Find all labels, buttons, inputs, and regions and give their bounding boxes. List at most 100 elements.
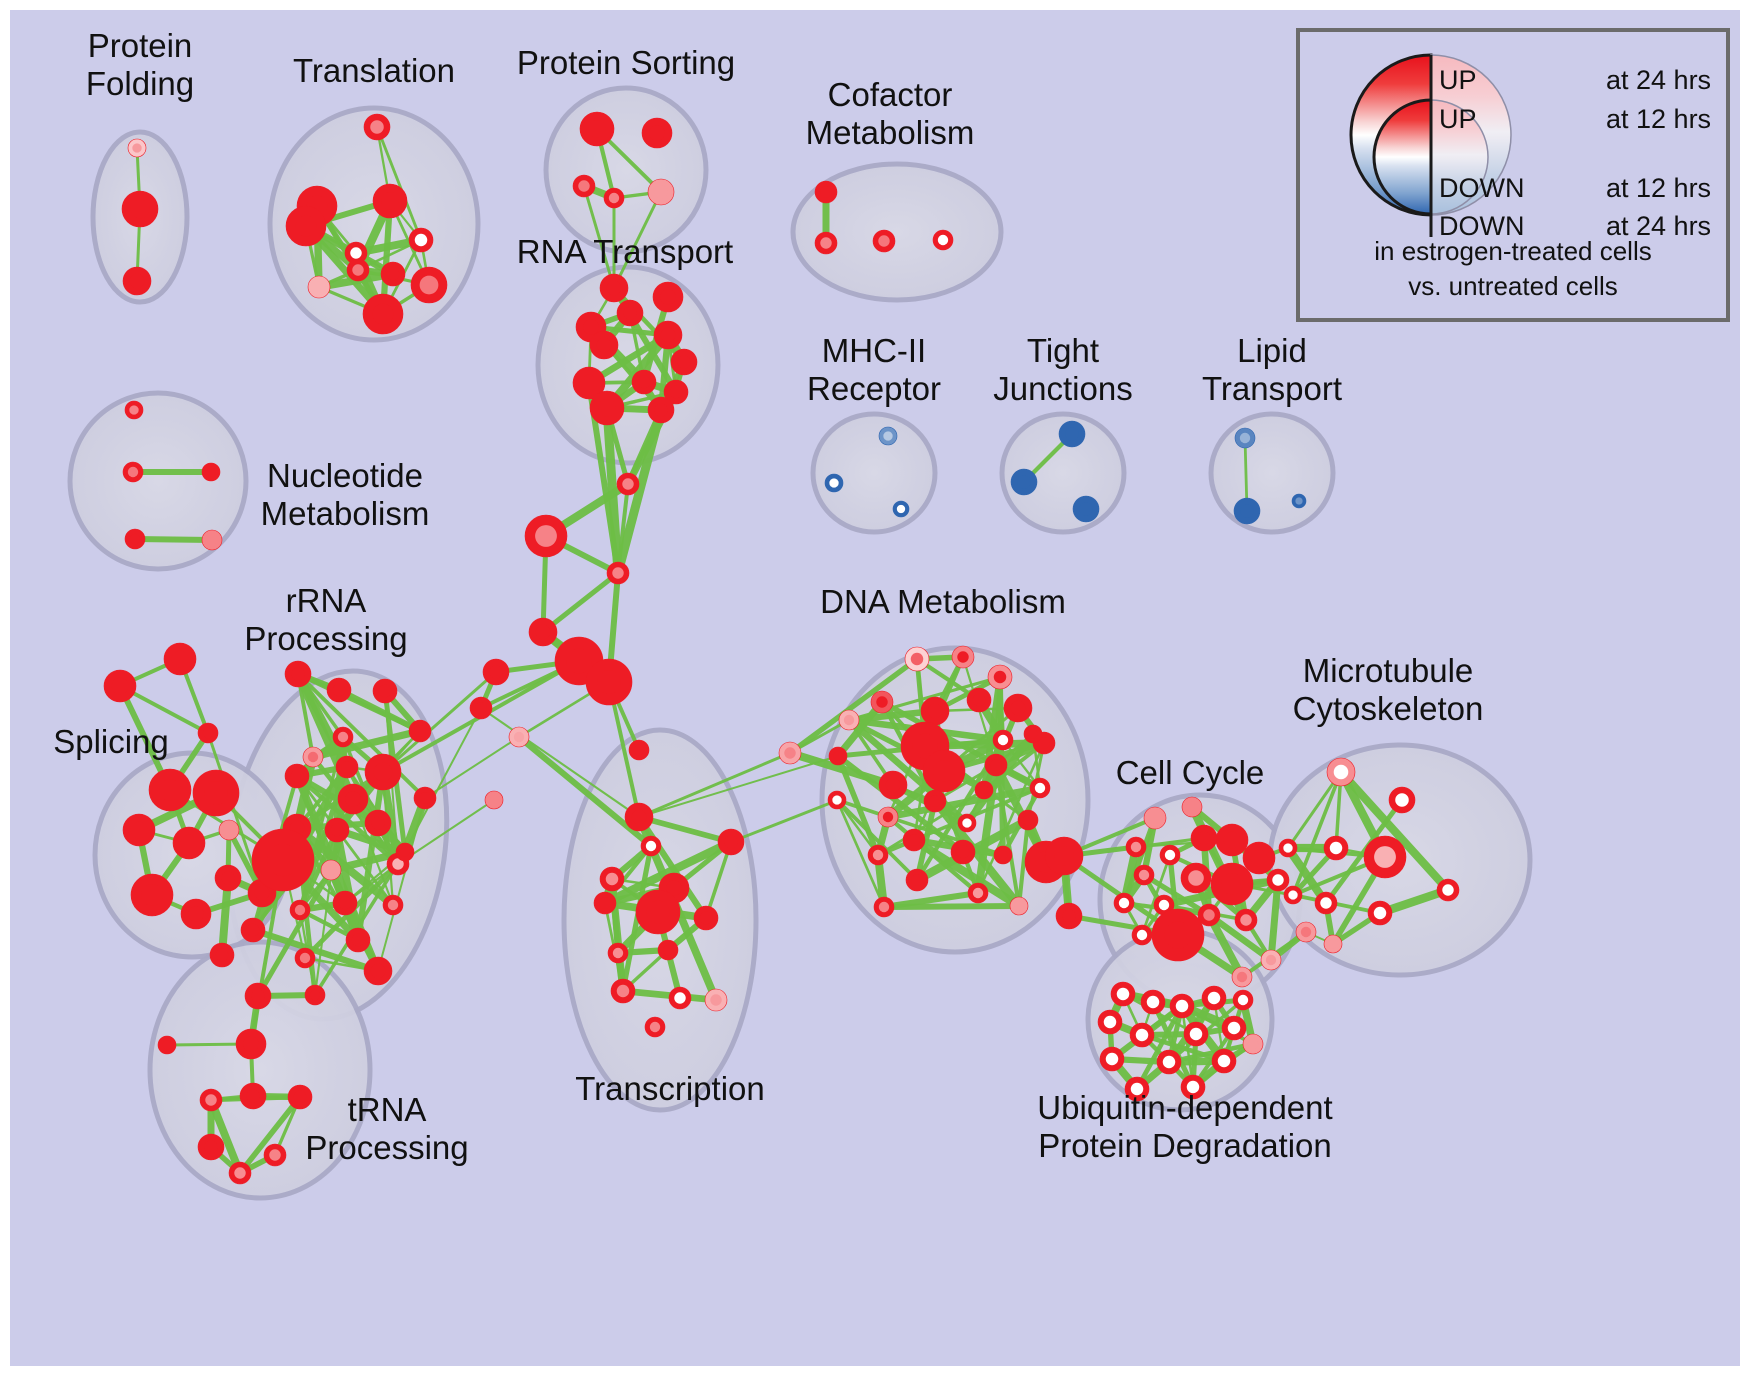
network-node[interactable]: [1044, 836, 1084, 876]
network-node[interactable]: [372, 183, 408, 219]
network-node[interactable]: [364, 809, 392, 837]
network-node[interactable]: [484, 790, 504, 810]
network-node[interactable]: [372, 678, 398, 704]
network-node[interactable]: [395, 842, 415, 862]
network-node[interactable]: [631, 369, 657, 395]
network-node[interactable]: [244, 982, 272, 1010]
network-node[interactable]: [704, 988, 728, 1012]
network-node[interactable]: [524, 514, 568, 558]
network-node[interactable]: [127, 138, 147, 158]
network-node[interactable]: [1159, 844, 1181, 866]
network-node[interactable]: [1180, 1074, 1206, 1100]
network-node[interactable]: [1131, 924, 1153, 946]
network-node[interactable]: [966, 687, 992, 713]
network-node[interactable]: [1266, 868, 1290, 892]
network-node[interactable]: [579, 111, 615, 147]
network-node[interactable]: [1143, 806, 1167, 830]
network-node[interactable]: [1003, 693, 1033, 723]
network-node[interactable]: [693, 905, 719, 931]
network-node[interactable]: [1323, 835, 1349, 861]
network-node[interactable]: [951, 645, 975, 669]
network-node[interactable]: [180, 898, 212, 930]
network-node[interactable]: [870, 690, 894, 714]
network-node[interactable]: [307, 275, 331, 299]
network-node[interactable]: [122, 266, 152, 296]
network-node[interactable]: [302, 746, 324, 768]
network-node[interactable]: [585, 658, 633, 706]
network-node[interactable]: [616, 299, 644, 327]
network-node[interactable]: [1314, 891, 1338, 915]
network-node[interactable]: [824, 473, 844, 493]
network-node[interactable]: [838, 709, 860, 731]
network-node[interactable]: [1124, 1076, 1150, 1102]
network-node[interactable]: [1221, 1015, 1247, 1041]
network-node[interactable]: [209, 942, 235, 968]
network-node[interactable]: [284, 660, 312, 688]
network-node[interactable]: [304, 984, 326, 1006]
network-node[interactable]: [607, 942, 629, 964]
network-node[interactable]: [974, 780, 994, 800]
network-node[interactable]: [640, 835, 662, 857]
network-node[interactable]: [603, 187, 625, 209]
network-node[interactable]: [285, 205, 327, 247]
network-node[interactable]: [1140, 989, 1166, 1015]
network-node[interactable]: [1169, 993, 1195, 1019]
network-node[interactable]: [122, 461, 144, 483]
network-node[interactable]: [124, 528, 146, 550]
network-node[interactable]: [589, 390, 625, 426]
network-node[interactable]: [1010, 468, 1038, 496]
network-node[interactable]: [932, 229, 954, 251]
network-node[interactable]: [1242, 1033, 1264, 1055]
network-node[interactable]: [1113, 892, 1135, 914]
network-node[interactable]: [1291, 493, 1307, 509]
network-node[interactable]: [410, 266, 448, 304]
network-node[interactable]: [1233, 497, 1261, 525]
network-node[interactable]: [877, 806, 899, 828]
network-node[interactable]: [326, 677, 352, 703]
network-node[interactable]: [904, 646, 930, 672]
network-node[interactable]: [1125, 836, 1147, 858]
network-node[interactable]: [635, 889, 681, 935]
network-node[interactable]: [103, 669, 137, 703]
network-node[interactable]: [717, 828, 745, 856]
network-node[interactable]: [1363, 835, 1407, 879]
network-node[interactable]: [124, 400, 144, 420]
network-node[interactable]: [984, 753, 1008, 777]
network-node[interactable]: [1295, 921, 1317, 943]
network-node[interactable]: [363, 113, 391, 141]
network-node[interactable]: [332, 890, 358, 916]
network-node[interactable]: [121, 190, 159, 228]
network-node[interactable]: [324, 817, 350, 843]
network-node[interactable]: [987, 664, 1013, 690]
network-node[interactable]: [413, 786, 437, 810]
network-node[interactable]: [652, 281, 684, 313]
network-node[interactable]: [1283, 885, 1303, 905]
network-node[interactable]: [670, 348, 698, 376]
network-node[interactable]: [344, 241, 368, 265]
network-node[interactable]: [624, 802, 654, 832]
network-node[interactable]: [599, 273, 629, 303]
network-node[interactable]: [335, 755, 359, 779]
network-node[interactable]: [668, 986, 692, 1010]
network-node[interactable]: [616, 472, 640, 496]
network-node[interactable]: [1153, 894, 1175, 916]
network-node[interactable]: [589, 330, 619, 360]
network-node[interactable]: [593, 891, 617, 915]
network-node[interactable]: [192, 769, 240, 817]
network-node[interactable]: [1009, 896, 1029, 916]
network-node[interactable]: [610, 978, 636, 1004]
network-node[interactable]: [663, 379, 689, 405]
network-node[interactable]: [380, 261, 406, 287]
network-node[interactable]: [923, 789, 947, 813]
network-node[interactable]: [263, 1143, 287, 1167]
network-node[interactable]: [1326, 757, 1356, 787]
network-node[interactable]: [1197, 903, 1221, 927]
network-node[interactable]: [1110, 981, 1136, 1007]
network-node[interactable]: [482, 658, 510, 686]
network-node[interactable]: [1232, 989, 1254, 1011]
network-node[interactable]: [1215, 823, 1249, 857]
network-node[interactable]: [920, 696, 950, 726]
network-node[interactable]: [201, 529, 223, 551]
network-node[interactable]: [228, 1161, 252, 1185]
network-node[interactable]: [1388, 786, 1416, 814]
